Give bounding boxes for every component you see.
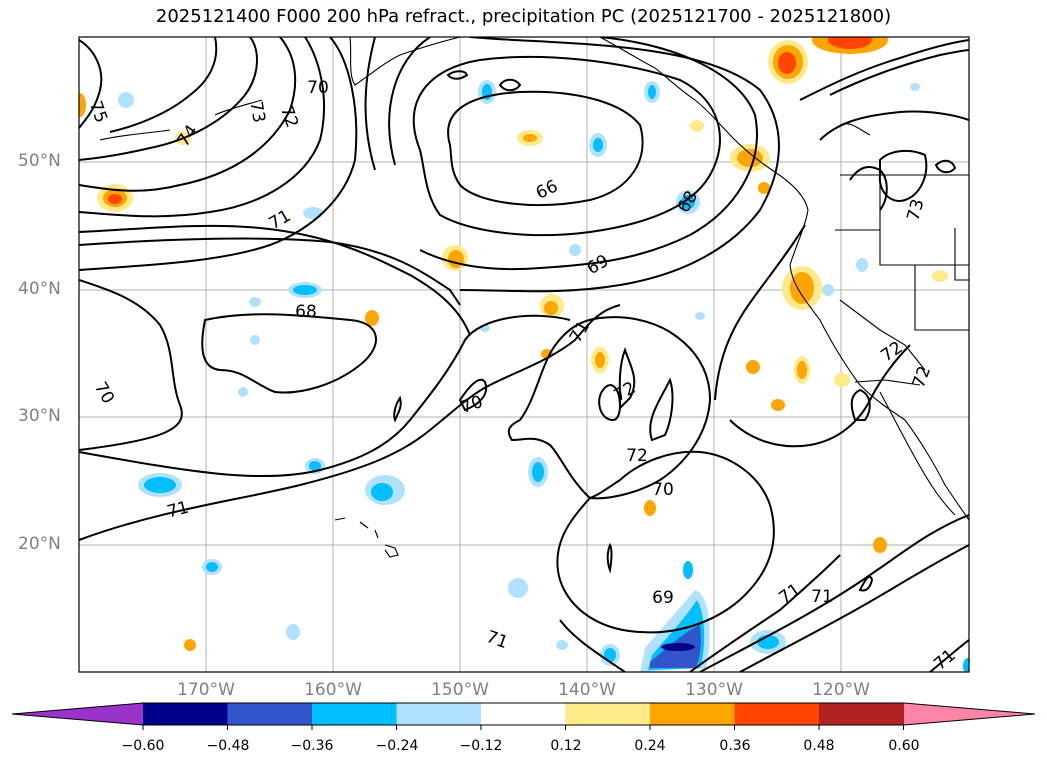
refractivity-contours [79, 37, 969, 672]
contour-label: 72 [626, 446, 648, 466]
lat-label-50n: 50°N [18, 151, 61, 171]
colorbar-tick-label: −0.24 [375, 738, 419, 754]
lat-label-20n: 20°N [18, 534, 61, 554]
contour-label: 69 [652, 588, 674, 608]
colorbar-segment [227, 703, 313, 725]
contour-label: 68 [295, 302, 317, 322]
colorbar-tick-label: 0.36 [719, 738, 751, 754]
colorbar-segment [734, 703, 820, 725]
lon-label-160w: 160°W [304, 680, 362, 700]
gridlines [79, 37, 969, 672]
plot-frame [78, 36, 970, 673]
coastlines [99, 37, 969, 558]
colorbar-segment [481, 703, 567, 725]
lon-label-120w: 120°W [812, 680, 870, 700]
contour-label: 70 [307, 78, 329, 98]
colorbar-tick-label: 0.48 [803, 738, 835, 754]
colorbar-tick-label: 0.24 [634, 738, 666, 754]
lon-label-170w: 170°W [177, 680, 235, 700]
colorbar-segment [650, 703, 736, 725]
colorbar-tick-label: 0.60 [888, 738, 920, 754]
contour-label: 73 [245, 100, 268, 125]
colorbar-extend-left [12, 703, 143, 725]
colorbar-tick-label: −0.36 [290, 738, 334, 754]
colorbar-tick-label: −0.60 [121, 738, 165, 754]
colorbar-tick-label: −0.12 [459, 738, 503, 754]
colorbar-extend-right [904, 703, 1035, 725]
map-title: 2025121400 F000 200 hPa refract., precip… [155, 6, 892, 27]
contour-label: 70 [652, 480, 674, 500]
lon-label-150w: 150°W [431, 680, 489, 700]
colorbar-segment [565, 703, 651, 725]
lat-label-30n: 30°N [18, 406, 61, 426]
colorbar [11, 702, 1036, 730]
colorbar-segment [312, 703, 398, 725]
colorbar-tick-label: 0.12 [550, 738, 582, 754]
precip-shading [79, 37, 969, 672]
lon-label-130w: 130°W [685, 680, 743, 700]
lon-label-140w: 140°W [558, 680, 616, 700]
contour-label: 71 [811, 587, 833, 607]
colorbar-segment [819, 703, 905, 725]
lat-label-40n: 40°N [18, 279, 61, 299]
colorbar-segment [143, 703, 229, 725]
colorbar-tick-label: −0.48 [206, 738, 250, 754]
colorbar-segment [396, 703, 482, 725]
